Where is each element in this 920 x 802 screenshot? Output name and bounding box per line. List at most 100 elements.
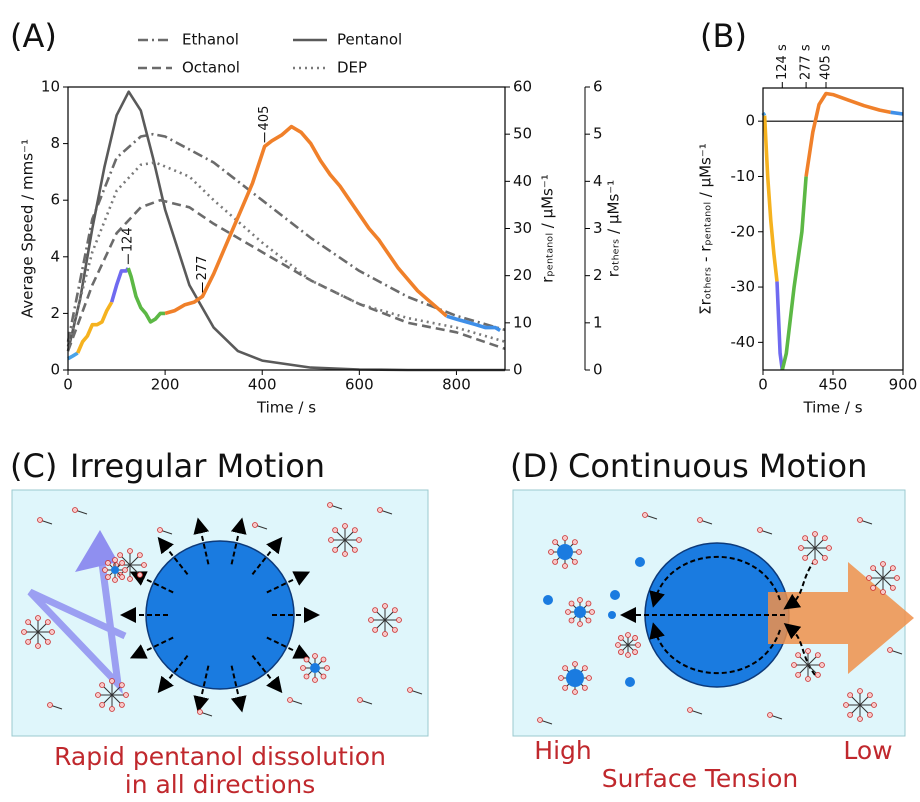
legend-label: DEP xyxy=(337,59,367,77)
dissolution-arrow xyxy=(129,571,174,594)
x-tick-label: 900 xyxy=(889,376,918,394)
surfactant-head xyxy=(548,549,554,555)
motion-arrow xyxy=(768,562,914,674)
surfactant-head xyxy=(396,617,402,623)
surfactant-head xyxy=(571,539,578,546)
y2-tick-label: 60 xyxy=(513,78,532,96)
dissolution-arrow xyxy=(193,517,210,565)
solute-head xyxy=(687,707,693,713)
speed-segment xyxy=(109,267,130,303)
surfactant-head xyxy=(565,609,571,615)
y3-tick-label: 1 xyxy=(593,313,603,331)
surfactant-head xyxy=(552,539,559,546)
speed-segment xyxy=(804,91,891,177)
surfactant-head xyxy=(99,682,106,689)
micelle-core xyxy=(310,663,320,673)
surfactant-head xyxy=(635,642,641,648)
surfactant-head xyxy=(586,675,592,681)
surfactant-head xyxy=(819,662,825,668)
surfactant-head xyxy=(857,688,863,694)
surfactant-head xyxy=(581,665,588,672)
surfactant-head xyxy=(372,607,379,614)
surfactant-head xyxy=(552,558,559,565)
y2-axis-label: rₚₑₙₜₐₙₒₗ / μMs⁻¹ xyxy=(539,174,557,283)
annotation: 277 xyxy=(195,256,210,281)
surfactant-head xyxy=(312,677,318,683)
surfactant-head xyxy=(332,527,339,534)
surfactant-head xyxy=(562,563,568,569)
surfactant-head xyxy=(44,638,51,645)
caption: Surface Tension xyxy=(602,764,799,793)
surfactant-head xyxy=(558,675,564,681)
right-label: Low xyxy=(843,736,892,765)
solute-head xyxy=(287,697,293,703)
surfactant-head xyxy=(618,649,624,655)
speed-segment xyxy=(67,351,79,361)
zigzag-path xyxy=(27,547,127,695)
solute-head xyxy=(407,687,413,693)
dissolution-arrow xyxy=(157,536,189,575)
speed-segment xyxy=(446,314,502,332)
y2-tick-label: 0 xyxy=(513,361,523,379)
surfactant-head xyxy=(812,559,818,565)
solute-head xyxy=(157,527,163,533)
solute-head xyxy=(72,507,78,513)
y-tick-label: 0 xyxy=(745,112,755,130)
surfactant-head xyxy=(127,576,133,582)
surfactant-head xyxy=(95,692,101,698)
surfactant-head xyxy=(625,632,631,638)
surfactant-head xyxy=(118,682,125,689)
panel-label: (C) xyxy=(10,447,57,485)
diagram-title: Irregular Motion xyxy=(70,447,325,485)
droplet xyxy=(145,540,295,690)
surfactant-head xyxy=(814,652,821,659)
x-axis-label: Time / s xyxy=(256,399,316,417)
micelle-core xyxy=(566,669,584,687)
surfactant-head xyxy=(843,702,849,708)
panel-label: (D) xyxy=(510,447,560,485)
series-line xyxy=(66,198,506,352)
y-tick-label: 2 xyxy=(50,304,60,322)
surfactant-head xyxy=(303,656,310,663)
y-tick-label: 0 xyxy=(50,361,60,379)
surfactant-head xyxy=(105,560,111,566)
dissolution-arrows xyxy=(120,517,320,713)
surfactant-head xyxy=(49,629,55,635)
surfactant-head xyxy=(141,562,147,568)
surfactant-head xyxy=(35,643,41,649)
solute-head xyxy=(197,709,203,715)
x-tick-label: 800 xyxy=(442,376,471,394)
series-line xyxy=(66,161,506,347)
annotation: 277 s xyxy=(799,44,814,80)
surfactant-head xyxy=(300,665,306,671)
surfactant-head xyxy=(847,692,854,699)
y-axis-label: Average Speed / mms⁻¹ xyxy=(19,139,37,318)
y2-tick-label: 50 xyxy=(513,125,532,143)
x-tick-label: 400 xyxy=(248,376,277,394)
dissolution-arrow xyxy=(157,655,189,694)
annotation: 405 xyxy=(257,106,272,131)
panel-label: (B) xyxy=(700,17,747,55)
y3-tick-label: 6 xyxy=(593,78,603,96)
surfactant-head xyxy=(847,711,854,718)
surfactant-head xyxy=(857,716,863,722)
surfactant-head xyxy=(109,678,115,684)
surfactant-head xyxy=(795,671,802,678)
surfactant-head xyxy=(109,706,115,712)
speed-segment xyxy=(780,176,808,371)
surfactant-head xyxy=(562,665,569,672)
y2-tick-label: 40 xyxy=(513,172,532,190)
surfactant-head xyxy=(320,673,327,680)
dissolution-arrow xyxy=(230,665,247,713)
y3-tick-label: 5 xyxy=(593,125,603,143)
surfactant-head xyxy=(118,701,125,708)
legend-label: Pentanol xyxy=(337,31,402,49)
surfactant-head xyxy=(585,600,592,607)
y2-tick-label: 30 xyxy=(513,219,532,237)
solute-head xyxy=(697,517,703,523)
y-tick-label: 6 xyxy=(50,191,60,209)
y-tick-label: -40 xyxy=(731,333,756,351)
surfactant-head xyxy=(372,626,379,633)
surfactant-head xyxy=(391,626,398,633)
